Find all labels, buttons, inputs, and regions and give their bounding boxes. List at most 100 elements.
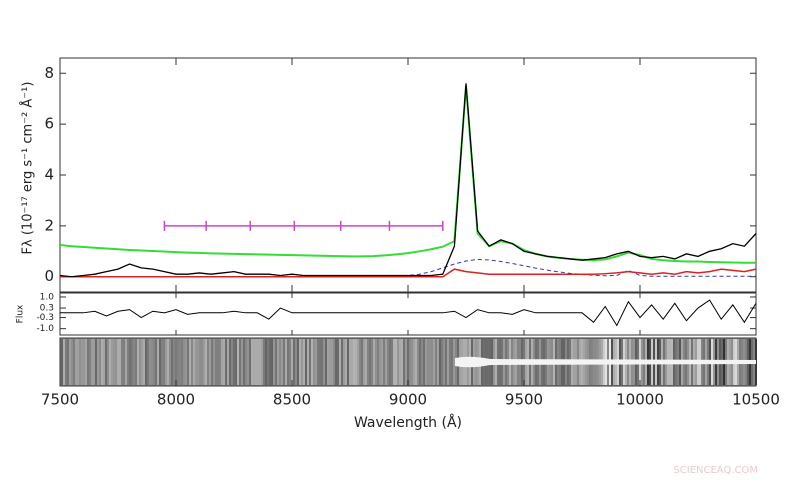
watermark: SCIENCEAQ.COM [673, 465, 758, 476]
image-column [185, 339, 187, 385]
y-tick-label: 1.0 [40, 292, 55, 302]
image-column [121, 339, 123, 385]
image-column [425, 339, 427, 385]
image-column [93, 339, 95, 385]
image-column [267, 339, 269, 385]
image-column [275, 339, 277, 385]
image-column [229, 339, 231, 385]
image-column [249, 339, 251, 385]
image-column [439, 339, 441, 385]
image-column [237, 339, 239, 385]
image-column [303, 339, 305, 385]
image-column [137, 339, 139, 385]
image-column [217, 339, 219, 385]
image-column [373, 339, 375, 385]
image-column [311, 339, 313, 385]
image-column [243, 339, 245, 385]
image-column [315, 339, 317, 385]
image-column [97, 339, 99, 385]
residual-axis-label: Flux [16, 304, 26, 323]
image-column [125, 339, 127, 385]
image-column [213, 339, 215, 385]
image-column [287, 339, 289, 385]
image-column [371, 339, 373, 385]
image-column [155, 339, 157, 385]
image-column [235, 339, 237, 385]
image-column [261, 339, 263, 385]
image-noise [61, 339, 757, 385]
image-column [113, 339, 115, 385]
image-column [277, 339, 279, 385]
image-column [187, 339, 189, 385]
image-column [435, 339, 437, 385]
image-column [179, 339, 181, 385]
image-column [415, 339, 417, 385]
image-column [293, 339, 295, 385]
image-column [205, 339, 207, 385]
image-column [135, 339, 137, 385]
image-column [195, 339, 197, 385]
image-column [201, 339, 203, 385]
x-tick-label: 10500 [732, 391, 780, 409]
image-column [413, 339, 415, 385]
image-column [193, 339, 195, 385]
image-column [381, 339, 383, 385]
image-column [377, 339, 379, 385]
image-column [365, 339, 367, 385]
image-column [283, 339, 285, 385]
image-column [157, 339, 159, 385]
image-column [175, 339, 177, 385]
image-column [395, 339, 397, 385]
image-column [133, 339, 135, 385]
image-column [169, 339, 171, 385]
image-column [393, 339, 395, 385]
image-column [337, 339, 339, 385]
y-tick-label: 0 [44, 267, 54, 285]
image-column [263, 339, 265, 385]
image-column [281, 339, 283, 385]
image-column [123, 339, 125, 385]
image-column [447, 339, 449, 385]
image-column [197, 339, 199, 385]
image-column [433, 339, 435, 385]
image-column [85, 339, 87, 385]
image-column [149, 339, 151, 385]
series-line [60, 268, 757, 278]
image-column [375, 339, 377, 385]
image-column [219, 339, 221, 385]
image-column [341, 339, 343, 385]
image-column [161, 339, 163, 385]
image-column [427, 339, 429, 385]
x-axis-label: Wavelength (Å) [354, 414, 462, 431]
image-column [397, 339, 399, 385]
image-column [209, 339, 211, 385]
image-column [401, 339, 403, 385]
image-column [421, 339, 423, 385]
image-column [369, 339, 371, 385]
image-column [441, 339, 443, 385]
image-column [255, 339, 257, 385]
image-column [69, 339, 71, 385]
image-column [357, 339, 359, 385]
x-tick-label: 8000 [157, 391, 195, 409]
image-column [79, 339, 81, 385]
image-column [151, 339, 153, 385]
image-column [313, 339, 315, 385]
image-column [259, 339, 261, 385]
image-column [73, 339, 75, 385]
image-column [453, 339, 455, 385]
image-column [251, 339, 253, 385]
image-column [353, 339, 355, 385]
image-trace [455, 356, 756, 368]
image-column [405, 339, 407, 385]
image-column [319, 339, 321, 385]
x-tick-label: 8500 [273, 391, 311, 409]
image-column [153, 339, 155, 385]
image-column [119, 339, 121, 385]
image-column [379, 339, 381, 385]
image-column [437, 339, 439, 385]
series-line [60, 299, 757, 327]
y-axis-label: Fλ (10⁻¹⁷ erg s⁻¹ cm⁻² Å⁻¹) [20, 82, 36, 255]
image-column [349, 339, 351, 385]
